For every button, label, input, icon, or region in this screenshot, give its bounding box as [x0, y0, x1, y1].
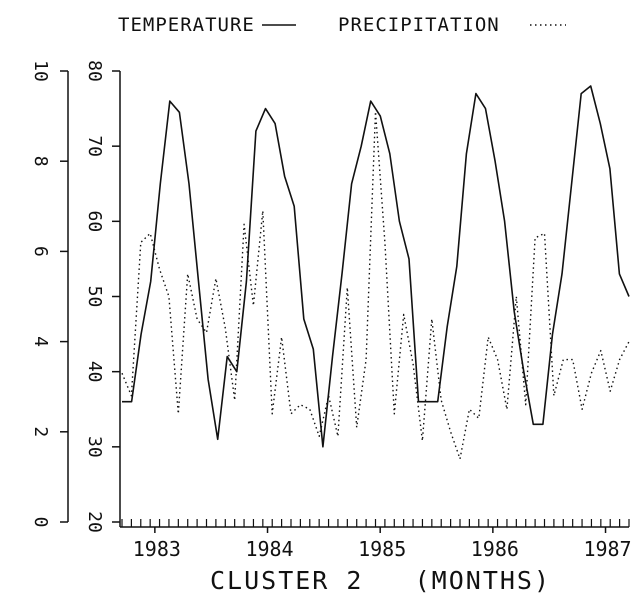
year-label: 1984 — [245, 537, 293, 561]
outer-tick-label: 4 — [30, 336, 51, 347]
x-axis-ticks: 1983 1984 1985 1986 1987 — [121, 519, 631, 561]
year-label: 1986 — [471, 537, 519, 561]
x-axis-label: CLUSTER 2 (MONTHS) — [210, 566, 551, 595]
inner-y-axis-ticks: 20 30 40 50 60 70 80 — [84, 60, 120, 533]
legend-temperature-label: TEMPERATURE — [118, 14, 255, 36]
series-layer — [121, 85, 630, 460]
legend-precipitation-label: PRECIPITATION — [338, 14, 500, 36]
inner-tick-label: 80 — [84, 60, 105, 82]
year-label: 1985 — [358, 537, 406, 561]
precipitation-series-line — [121, 110, 630, 460]
outer-tick-label: 10 — [30, 60, 51, 82]
inner-tick-label: 60 — [84, 210, 105, 232]
inner-tick-label: 70 — [84, 135, 105, 157]
year-label: 1983 — [133, 537, 181, 561]
outer-y-axis-ticks: 0 2 4 6 8 10 — [30, 60, 68, 527]
inner-tick-label: 20 — [84, 511, 105, 533]
outer-tick-label: 2 — [30, 426, 51, 437]
inner-tick-label: 40 — [84, 361, 105, 383]
outer-tick-label: 6 — [30, 246, 51, 257]
inner-tick-label: 30 — [84, 436, 105, 458]
temperature-series-line — [122, 85, 630, 448]
outer-tick-label: 8 — [30, 156, 51, 167]
outer-tick-label: 0 — [30, 517, 51, 528]
inner-tick-label: 50 — [84, 286, 105, 308]
year-label: 1987 — [583, 537, 631, 561]
